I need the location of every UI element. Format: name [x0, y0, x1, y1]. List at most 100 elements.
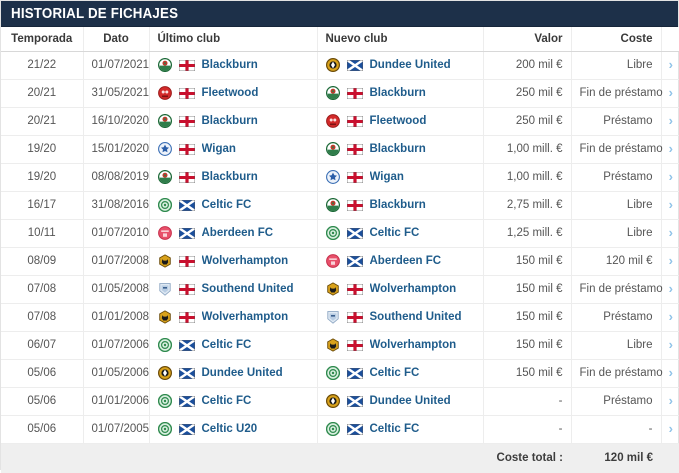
chevron-right-icon[interactable]: › — [668, 85, 673, 100]
new-club-wrapper[interactable]: Southend United — [326, 310, 475, 324]
old-club-wrapper[interactable]: Celtic FC — [157, 338, 309, 352]
chevron-right-icon[interactable]: › — [668, 337, 673, 352]
new-club-name[interactable]: Fleetwood — [369, 115, 427, 127]
cell-old-club[interactable]: Wolverhampton — [149, 303, 318, 332]
old-club-wrapper[interactable]: Blackburn — [157, 58, 309, 72]
new-club-wrapper[interactable]: Wolverhampton — [326, 282, 475, 296]
old-club-wrapper[interactable]: Fleetwood — [157, 86, 309, 100]
new-club-name[interactable]: Wigan — [369, 171, 404, 183]
new-club-name[interactable]: Celtic FC — [369, 423, 420, 435]
chevron-right-icon[interactable]: › — [668, 253, 673, 268]
old-club-name[interactable]: Celtic FC — [201, 395, 252, 407]
cell-old-club[interactable]: Fleetwood — [149, 79, 318, 108]
cell-detail-link[interactable]: › — [661, 247, 679, 276]
new-club-wrapper[interactable]: Wigan — [325, 170, 475, 184]
new-club-name[interactable]: Celtic FC — [369, 367, 420, 379]
old-club-name[interactable]: Blackburn — [201, 59, 258, 71]
cell-detail-link[interactable]: › — [661, 191, 679, 220]
table-row[interactable]: 07/08 01/05/2008 Southend United Wolverhamp… — [1, 275, 679, 304]
old-club-wrapper[interactable]: Southend United — [158, 282, 309, 296]
cell-new-club[interactable]: Dundee United — [317, 387, 484, 416]
new-club-name[interactable]: Aberdeen FC — [369, 255, 442, 267]
cell-old-club[interactable]: Wolverhampton — [149, 247, 318, 276]
cell-new-club[interactable]: Blackburn — [317, 79, 484, 108]
cell-new-club[interactable]: Dundee United — [317, 51, 484, 80]
chevron-right-icon[interactable]: › — [668, 169, 673, 184]
old-club-name[interactable]: Celtic FC — [201, 339, 252, 351]
cell-new-club[interactable]: Blackburn — [317, 135, 484, 164]
chevron-right-icon[interactable]: › — [668, 281, 673, 296]
cell-new-club[interactable]: Aberdeen FC — [317, 247, 484, 276]
old-club-wrapper[interactable]: Dundee United — [157, 366, 309, 380]
old-club-name[interactable]: Dundee United — [201, 367, 283, 379]
table-row[interactable]: 06/07 01/07/2006 Celtic FC Wolverhampton 150… — [1, 331, 679, 360]
chevron-right-icon[interactable]: › — [668, 365, 673, 380]
chevron-right-icon[interactable]: › — [668, 141, 673, 156]
new-club-name[interactable]: Blackburn — [369, 87, 426, 99]
old-club-name[interactable]: Celtic U20 — [201, 423, 258, 435]
old-club-wrapper[interactable]: Blackburn — [157, 114, 309, 128]
old-club-wrapper[interactable]: Celtic FC — [157, 394, 309, 408]
cell-detail-link[interactable]: › — [661, 79, 679, 108]
table-row[interactable]: 07/08 01/01/2008 Wolverhampton Southend Uni… — [1, 303, 679, 332]
cell-old-club[interactable]: Celtic FC — [149, 191, 318, 220]
cell-old-club[interactable]: Dundee United — [149, 359, 318, 388]
table-row[interactable]: 20/21 16/10/2020 Blackburn Fleetwood 250 mil… — [1, 107, 679, 136]
cell-old-club[interactable]: Blackburn — [149, 163, 318, 192]
chevron-right-icon[interactable]: › — [668, 309, 673, 324]
table-row[interactable]: 19/20 08/08/2019 Blackburn Wigan 1,00 mill. … — [1, 163, 679, 192]
old-club-name[interactable]: Wolverhampton — [201, 255, 289, 267]
cell-new-club[interactable]: Wolverhampton — [317, 331, 484, 360]
cell-new-club[interactable]: Blackburn — [317, 191, 484, 220]
old-club-wrapper[interactable]: Celtic FC — [157, 198, 309, 212]
chevron-right-icon[interactable]: › — [668, 421, 673, 436]
table-row[interactable]: 16/17 31/08/2016 Celtic FC Blackburn 2,75 mi… — [1, 191, 679, 220]
old-club-wrapper[interactable]: Aberdeen FC — [157, 226, 309, 240]
table-row[interactable]: 08/09 01/07/2008 Wolverhampton Aberdeen FC 1… — [1, 247, 679, 276]
cell-new-club[interactable]: Wigan — [317, 163, 484, 192]
cell-new-club[interactable]: Celtic FC — [317, 219, 484, 248]
new-club-wrapper[interactable]: Celtic FC — [325, 366, 475, 380]
old-club-name[interactable]: Aberdeen FC — [201, 227, 274, 239]
cell-old-club[interactable]: Celtic FC — [149, 331, 318, 360]
column-header-season[interactable]: Temporada — [1, 27, 84, 52]
table-row[interactable]: 05/06 01/05/2006 Dundee United Celtic FC 150… — [1, 359, 679, 388]
chevron-right-icon[interactable]: › — [668, 57, 673, 72]
new-club-wrapper[interactable]: Celtic FC — [325, 422, 475, 436]
new-club-wrapper[interactable]: Dundee United — [325, 58, 475, 72]
table-row[interactable]: 05/06 01/07/2005 Celtic U20 Celtic FC - - › — [1, 415, 679, 444]
cell-detail-link[interactable]: › — [661, 303, 679, 332]
cell-new-club[interactable]: Fleetwood — [317, 107, 484, 136]
old-club-wrapper[interactable]: Celtic U20 — [157, 422, 309, 436]
column-header-cost[interactable]: Coste — [571, 27, 662, 52]
cell-old-club[interactable]: Celtic FC — [149, 387, 318, 416]
old-club-name[interactable]: Wolverhampton — [201, 311, 289, 323]
old-club-name[interactable]: Southend United — [201, 283, 294, 295]
cell-old-club[interactable]: Southend United — [149, 275, 318, 304]
cell-detail-link[interactable]: › — [661, 359, 679, 388]
new-club-wrapper[interactable]: Dundee United — [325, 394, 475, 408]
new-club-name[interactable]: Dundee United — [369, 59, 451, 71]
cell-new-club[interactable]: Celtic FC — [317, 359, 484, 388]
chevron-right-icon[interactable]: › — [668, 197, 673, 212]
cell-old-club[interactable]: Blackburn — [149, 51, 318, 80]
cell-new-club[interactable]: Southend United — [317, 303, 484, 332]
cell-detail-link[interactable]: › — [661, 331, 679, 360]
cell-detail-link[interactable]: › — [661, 135, 679, 164]
new-club-wrapper[interactable]: Fleetwood — [325, 114, 475, 128]
cell-detail-link[interactable]: › — [661, 387, 679, 416]
column-header-new-club[interactable]: Nuevo club — [317, 27, 484, 52]
new-club-name[interactable]: Dundee United — [369, 395, 451, 407]
cell-old-club[interactable]: Celtic U20 — [149, 415, 318, 444]
table-row[interactable]: 19/20 15/01/2020 Wigan Blackburn 1,00 mill. … — [1, 135, 679, 164]
new-club-wrapper[interactable]: Blackburn — [325, 86, 475, 100]
new-club-wrapper[interactable]: Wolverhampton — [326, 338, 475, 352]
new-club-name[interactable]: Celtic FC — [369, 227, 420, 239]
new-club-wrapper[interactable]: Blackburn — [325, 142, 475, 156]
cell-new-club[interactable]: Wolverhampton — [317, 275, 484, 304]
cell-old-club[interactable]: Wigan — [149, 135, 318, 164]
new-club-name[interactable]: Blackburn — [369, 143, 426, 155]
cell-new-club[interactable]: Celtic FC — [317, 415, 484, 444]
old-club-name[interactable]: Celtic FC — [201, 199, 252, 211]
new-club-wrapper[interactable]: Aberdeen FC — [325, 254, 475, 268]
